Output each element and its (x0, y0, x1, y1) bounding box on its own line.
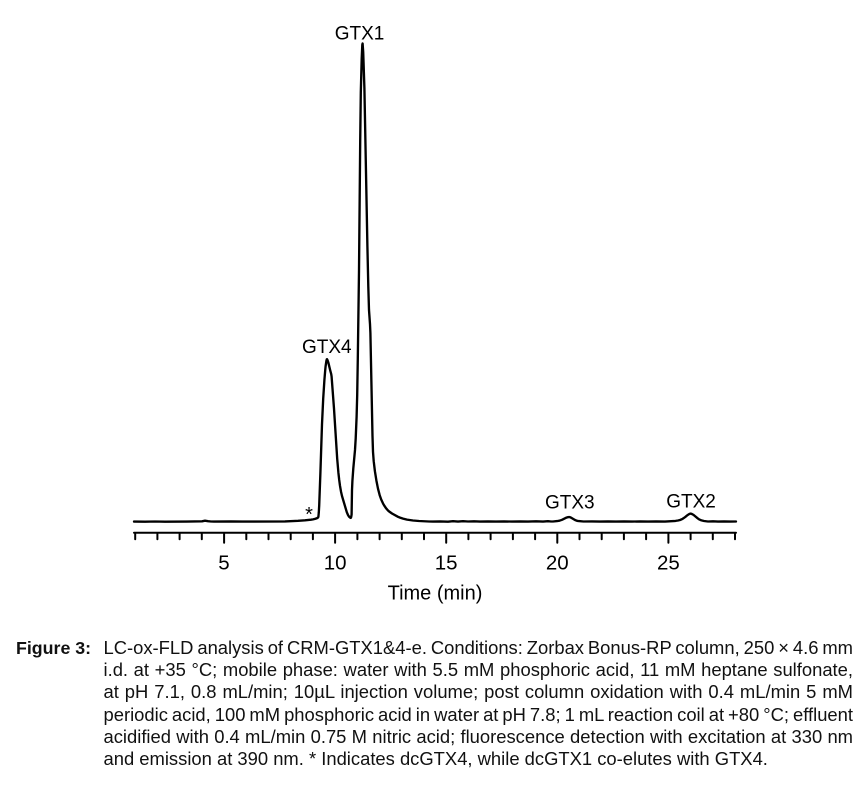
svg-text:GTX4: GTX4 (302, 337, 352, 358)
svg-text:20: 20 (546, 552, 569, 575)
svg-text:Time (min): Time (min) (388, 583, 483, 605)
svg-text:GTX2: GTX2 (666, 492, 716, 513)
svg-text:GTX1: GTX1 (335, 24, 385, 45)
svg-text:25: 25 (657, 552, 680, 575)
svg-text:*: * (305, 504, 313, 526)
svg-text:5: 5 (218, 552, 229, 575)
svg-text:10: 10 (324, 552, 347, 575)
svg-text:GTX3: GTX3 (545, 492, 595, 513)
svg-text:15: 15 (435, 552, 458, 575)
